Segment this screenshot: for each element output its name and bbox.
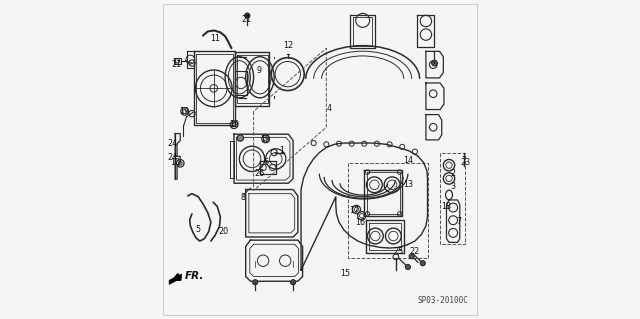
Circle shape [420, 261, 426, 266]
Text: 5: 5 [196, 225, 201, 234]
Polygon shape [169, 274, 182, 285]
Text: 1: 1 [279, 146, 284, 155]
Circle shape [237, 135, 243, 141]
Text: 3: 3 [451, 182, 455, 191]
Text: 20: 20 [218, 227, 228, 236]
Text: 15: 15 [340, 270, 350, 278]
Text: 26: 26 [255, 169, 265, 178]
Text: FR.: FR. [185, 271, 204, 281]
Text: 24: 24 [167, 138, 177, 148]
Text: 21: 21 [241, 15, 252, 24]
Text: 19: 19 [260, 135, 271, 145]
Text: 8: 8 [241, 193, 246, 202]
Text: 24: 24 [167, 153, 177, 162]
Text: 9: 9 [257, 66, 262, 75]
Text: 13: 13 [403, 180, 413, 189]
Text: 6: 6 [264, 158, 269, 167]
Text: 12: 12 [284, 41, 294, 50]
Circle shape [253, 280, 258, 285]
Text: 14: 14 [403, 156, 413, 165]
Text: 2: 2 [451, 169, 456, 178]
Text: 16: 16 [355, 218, 365, 226]
Text: 11: 11 [211, 34, 221, 43]
Text: 19: 19 [179, 107, 189, 116]
Circle shape [405, 264, 410, 270]
Text: 7: 7 [456, 217, 461, 226]
Text: 23: 23 [460, 158, 470, 167]
Text: 17: 17 [349, 206, 359, 215]
Text: 10: 10 [170, 158, 180, 167]
Text: 25: 25 [394, 247, 404, 256]
Circle shape [409, 254, 414, 259]
Text: 21: 21 [171, 60, 181, 69]
Text: SP03-20100C: SP03-20100C [418, 296, 468, 305]
Circle shape [244, 13, 250, 18]
Text: 18: 18 [442, 202, 451, 211]
Circle shape [291, 280, 296, 285]
Text: 22: 22 [410, 247, 420, 256]
Circle shape [431, 60, 437, 66]
Text: 19: 19 [229, 120, 239, 129]
Text: 4: 4 [327, 104, 332, 113]
